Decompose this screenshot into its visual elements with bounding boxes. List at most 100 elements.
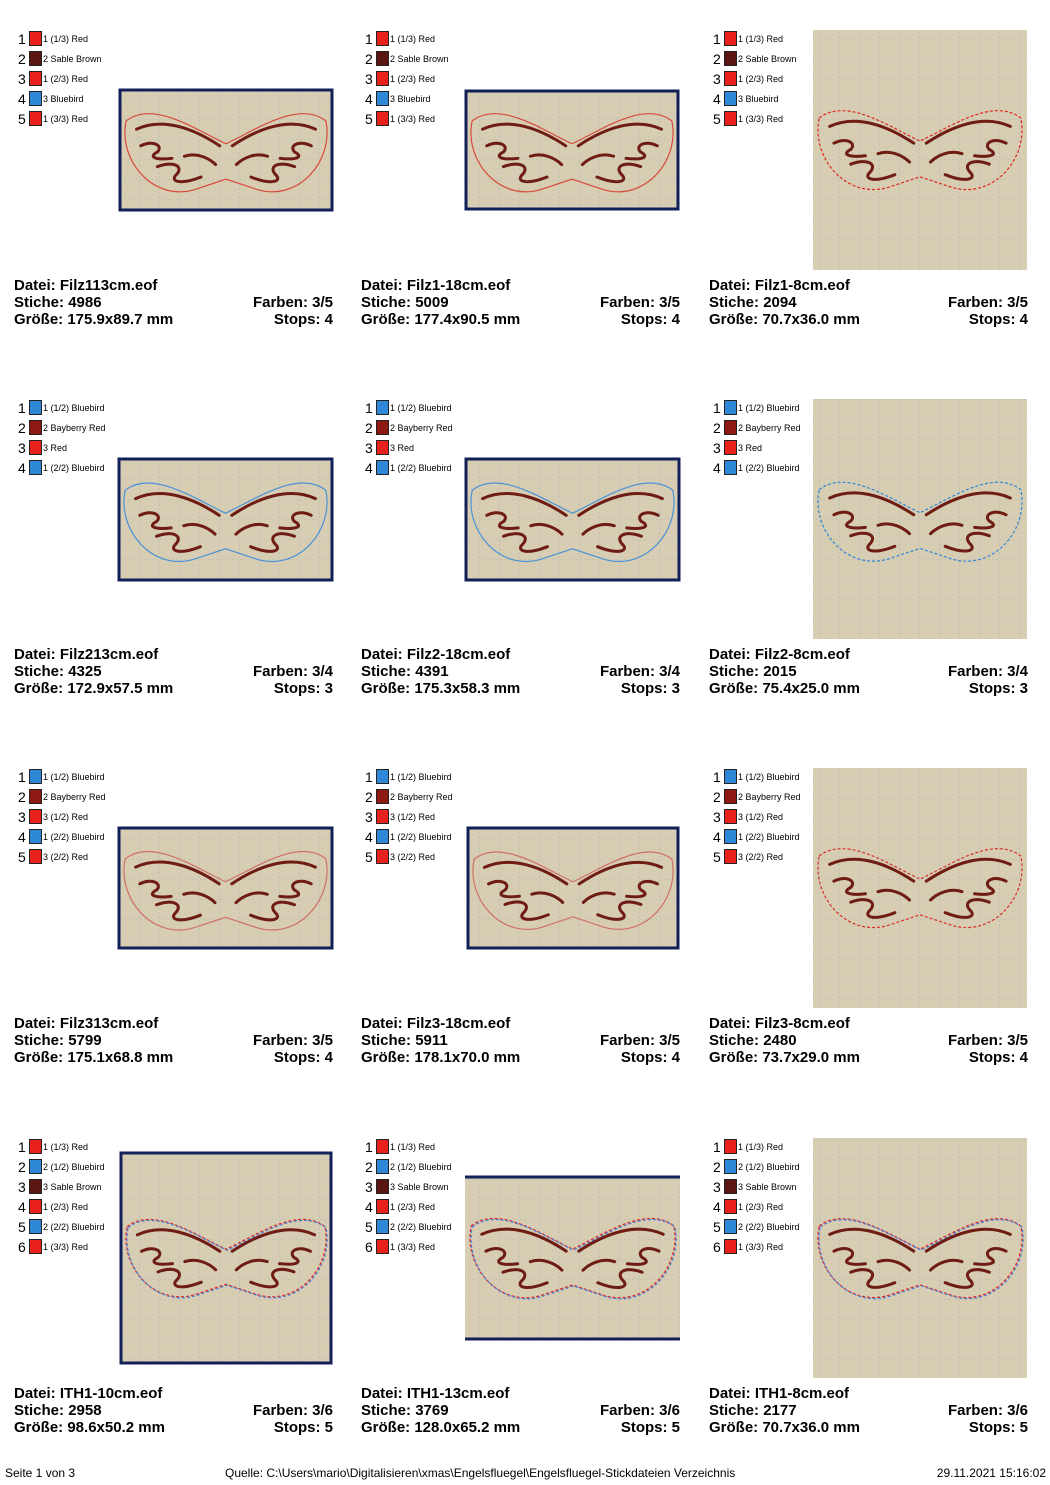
wing-stitch xyxy=(184,524,215,534)
size-info-label: Größe: xyxy=(14,311,64,328)
size-info-value: 175.3x58.3 mm xyxy=(414,680,521,697)
size-info-label: Größe: xyxy=(709,1419,759,1436)
hoop-frame xyxy=(119,1151,333,1365)
thread-name: 1 (1/3) Red xyxy=(43,34,89,44)
wing-stitch xyxy=(583,524,614,534)
thread-name: 1 (2/2) Bluebird xyxy=(390,832,452,842)
wing-art xyxy=(471,114,673,192)
color-info-value: 3/5 xyxy=(659,1032,680,1049)
color-info-label: Farben: xyxy=(599,663,655,680)
thread-number: 2 xyxy=(18,420,26,436)
color-info: Farben: 3/5 xyxy=(948,294,1028,311)
wing-stitch xyxy=(184,155,215,165)
color-info: Farben: 3/6 xyxy=(600,1402,680,1419)
wing-stitch xyxy=(232,494,316,516)
thread-swatch xyxy=(376,809,389,824)
color-info-value: 3/5 xyxy=(659,294,680,311)
file-info-label: Datei: xyxy=(709,1015,751,1032)
wing-stitch xyxy=(236,155,267,165)
stitch-info-label: Stiche: xyxy=(709,1402,760,1419)
color-info-label: Farben: xyxy=(947,1402,1003,1419)
thread-swatch xyxy=(29,829,42,844)
size-info: Größe: 177.4x90.5 mm xyxy=(361,311,520,328)
thread-swatch xyxy=(724,400,737,415)
thread-number: 1 xyxy=(18,31,26,47)
wing-stitch xyxy=(530,1260,562,1270)
thread-swatch xyxy=(29,460,42,475)
wing-stitch xyxy=(531,524,562,534)
thread-number: 1 xyxy=(365,769,373,785)
thread-name: 2 Bayberry Red xyxy=(738,423,801,433)
thread-number: 4 xyxy=(18,91,26,107)
wing-stitch xyxy=(487,513,518,529)
color-info-label: Farben: xyxy=(599,294,655,311)
size-info-label: Größe: xyxy=(361,1049,411,1066)
stop-info-value: 3 xyxy=(324,680,333,697)
design-preview xyxy=(466,826,680,950)
thread-name: 1 (1/3) Red xyxy=(43,1142,89,1152)
color-info-value: 3/4 xyxy=(1007,663,1028,680)
file-info-label: Datei: xyxy=(14,1015,56,1032)
stop-info: Stops: 3 xyxy=(969,680,1028,697)
file-info-label: Datei: xyxy=(361,1385,403,1402)
wing-stitch xyxy=(503,1270,547,1288)
wing-art xyxy=(818,111,1022,190)
size-info-value: 175.1x68.8 mm xyxy=(67,1049,174,1066)
design-preview xyxy=(813,1138,1027,1378)
thread-number: 4 xyxy=(713,1199,721,1215)
wing-stitch xyxy=(830,859,914,881)
thread-name: 1 (1/2) Bluebird xyxy=(43,403,105,413)
wing-stitch xyxy=(232,862,316,884)
thread-name: 2 Bayberry Red xyxy=(390,423,453,433)
thread-swatch xyxy=(29,31,42,46)
thread-swatch xyxy=(29,420,42,435)
size-info-value: 70.7x36.0 mm xyxy=(762,1419,860,1436)
thread-swatch xyxy=(376,1139,389,1154)
thread-number: 5 xyxy=(713,849,721,865)
stitch-info-label: Stiche: xyxy=(14,663,65,680)
thread-name: 2 (2/2) Bluebird xyxy=(43,1222,105,1232)
wing-outline xyxy=(125,114,327,192)
wing-stitch xyxy=(582,155,613,165)
stitch-info-value: 4325 xyxy=(68,663,102,680)
wing-stitch xyxy=(627,881,658,896)
wing-stitch xyxy=(931,890,963,900)
thread-swatch xyxy=(376,1219,389,1234)
wing-stitch xyxy=(834,141,866,157)
file-info: Datei: Filz1-8cm.eof xyxy=(709,277,850,294)
file-info-label: Datei: xyxy=(361,1015,403,1032)
file-info-value: Filz3-8cm.eof xyxy=(754,1015,850,1032)
thread-number: 3 xyxy=(18,71,26,87)
thread-name: 3 Bluebird xyxy=(738,94,779,104)
color-info-label: Farben: xyxy=(947,1032,1003,1049)
thread-name: 3 (2/2) Red xyxy=(390,852,436,862)
file-info-value: ITH1-8cm.eof xyxy=(754,1385,850,1402)
thread-swatch xyxy=(724,769,737,784)
stop-info: Stops: 3 xyxy=(274,680,333,697)
hoop-area xyxy=(466,459,679,580)
size-info-value: 73.7x29.0 mm xyxy=(762,1049,860,1066)
wing-stitch xyxy=(597,164,641,182)
thread-name: 2 Sable Brown xyxy=(43,54,102,64)
design-preview xyxy=(813,399,1027,639)
wing-outline xyxy=(818,111,1022,190)
thread-swatch xyxy=(724,460,737,475)
stop-info-value: 4 xyxy=(1019,1049,1028,1066)
size-info-label: Größe: xyxy=(14,1049,64,1066)
thread-number: 3 xyxy=(365,1179,373,1195)
wing-stitch xyxy=(926,1229,1010,1251)
thread-number: 1 xyxy=(365,400,373,416)
thread-swatch xyxy=(724,440,737,455)
thread-swatch xyxy=(29,1219,42,1234)
stop-info: Stops: 5 xyxy=(621,1419,680,1436)
stitch-info-value: 4986 xyxy=(68,294,102,311)
thread-name: 2 Bayberry Red xyxy=(43,423,106,433)
wing-stitch xyxy=(975,879,1007,895)
stitch-info-label: Stiche: xyxy=(709,1032,760,1049)
thread-number: 6 xyxy=(365,1239,373,1255)
thread-swatch xyxy=(376,1239,389,1254)
color-info-label: Farben: xyxy=(599,1402,655,1419)
wing-stitch xyxy=(251,534,295,552)
wing-art xyxy=(126,1219,327,1297)
